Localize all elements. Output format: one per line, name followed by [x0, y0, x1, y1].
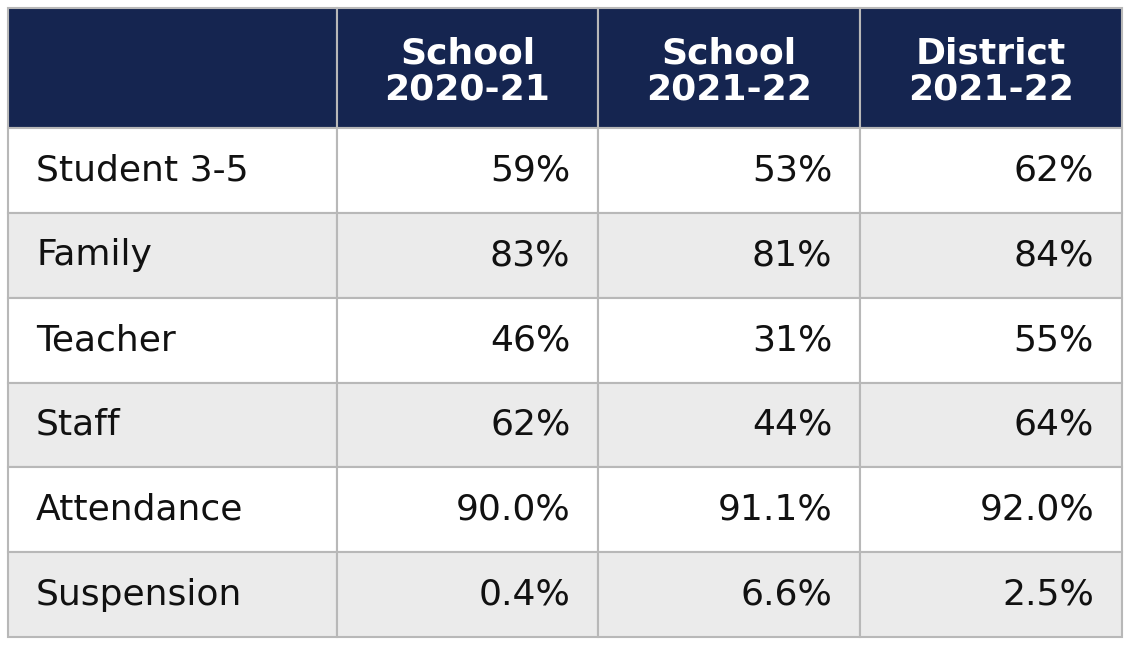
Bar: [8, 552, 337, 637]
Text: Student 3-5: Student 3-5: [36, 154, 249, 188]
Bar: [599, 552, 860, 637]
Text: School: School: [400, 37, 536, 71]
Text: 59%: 59%: [490, 154, 571, 188]
Bar: [860, 468, 1122, 552]
Text: 2021-22: 2021-22: [909, 73, 1074, 107]
Text: 62%: 62%: [1014, 154, 1094, 188]
Bar: [8, 468, 337, 552]
Bar: [8, 297, 337, 382]
Text: 2020-21: 2020-21: [384, 73, 550, 107]
Text: Staff: Staff: [36, 408, 121, 442]
Bar: [337, 468, 599, 552]
Text: 64%: 64%: [1014, 408, 1094, 442]
Text: Teacher: Teacher: [36, 323, 176, 357]
Text: 2.5%: 2.5%: [1002, 577, 1094, 611]
Text: 6.6%: 6.6%: [740, 577, 832, 611]
Bar: [337, 297, 599, 382]
Bar: [860, 8, 1122, 128]
Text: School: School: [662, 37, 797, 71]
Text: 46%: 46%: [490, 323, 571, 357]
Bar: [337, 213, 599, 297]
Bar: [860, 213, 1122, 297]
Text: 91.1%: 91.1%: [718, 493, 832, 527]
Text: 2021-22: 2021-22: [646, 73, 812, 107]
Text: District: District: [916, 37, 1067, 71]
Text: Suspension: Suspension: [36, 577, 242, 611]
Text: 84%: 84%: [1014, 238, 1094, 272]
Bar: [860, 382, 1122, 468]
Bar: [860, 297, 1122, 382]
Bar: [860, 552, 1122, 637]
Bar: [599, 297, 860, 382]
Bar: [8, 8, 337, 128]
Text: 31%: 31%: [751, 323, 832, 357]
Text: Family: Family: [36, 238, 151, 272]
Text: 55%: 55%: [1014, 323, 1094, 357]
Text: 92.0%: 92.0%: [980, 493, 1094, 527]
Bar: [337, 552, 599, 637]
Text: 44%: 44%: [751, 408, 832, 442]
Text: 81%: 81%: [751, 238, 832, 272]
Text: 90.0%: 90.0%: [455, 493, 571, 527]
Text: Attendance: Attendance: [36, 493, 243, 527]
Text: 53%: 53%: [751, 154, 832, 188]
Bar: [8, 213, 337, 297]
Text: 83%: 83%: [490, 238, 571, 272]
Bar: [599, 382, 860, 468]
Bar: [337, 8, 599, 128]
Text: 62%: 62%: [490, 408, 571, 442]
Bar: [860, 128, 1122, 213]
Bar: [8, 128, 337, 213]
Bar: [599, 213, 860, 297]
Bar: [599, 128, 860, 213]
Bar: [337, 382, 599, 468]
Bar: [599, 468, 860, 552]
Text: 0.4%: 0.4%: [478, 577, 571, 611]
Bar: [8, 382, 337, 468]
Bar: [599, 8, 860, 128]
Bar: [337, 128, 599, 213]
